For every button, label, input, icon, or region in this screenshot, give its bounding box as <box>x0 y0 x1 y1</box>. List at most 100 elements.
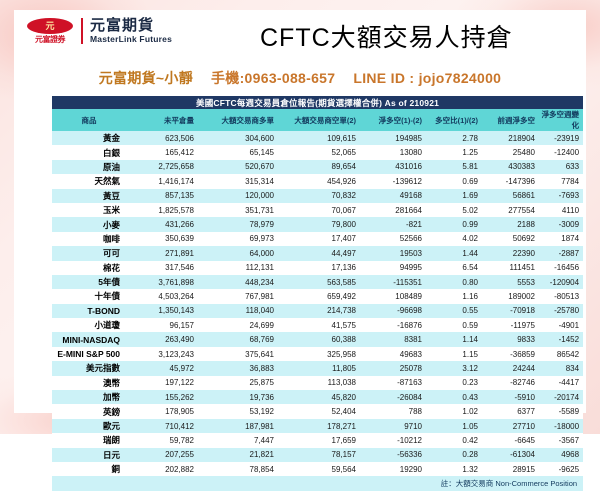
cell-open-interest: 165,412 <box>126 145 198 160</box>
logo-divider <box>81 18 83 44</box>
cell-open-interest: 263,490 <box>126 332 198 347</box>
cell-prev-week-net: 277554 <box>482 202 539 218</box>
cell-long-short-ratio: 0.69 <box>426 174 482 189</box>
cell-net-position: 19503 <box>360 246 426 261</box>
cell-open-interest: 96,157 <box>126 318 198 333</box>
cell-net-position: 49168 <box>360 188 426 203</box>
cell-net-position: -139612 <box>360 174 426 189</box>
cell-large-trader-long: 520,670 <box>198 159 278 175</box>
cell-large-trader-long: 187,981 <box>198 418 278 434</box>
table-row: 可可 271,891 64,000 44,497 19503 1.44 22390 -2887 <box>52 246 584 261</box>
cell-open-interest: 1,416,174 <box>126 174 198 189</box>
cell-net-position: -26084 <box>360 390 426 405</box>
cell-net-position: 788 <box>360 404 426 419</box>
cell-weekly-change: 7784 <box>539 174 584 189</box>
cell-net-position: -10212 <box>360 433 426 448</box>
cell-long-short-ratio: 4.02 <box>426 231 482 247</box>
cell-net-position: 52566 <box>360 231 426 247</box>
cell-weekly-change: 633 <box>539 159 584 175</box>
logo-subtitle: 元富證券 <box>35 35 66 44</box>
cell-weekly-change: -20174 <box>539 390 584 405</box>
cell-prev-week-net: -147396 <box>482 174 539 189</box>
cell-prev-week-net: 24244 <box>482 361 539 376</box>
table-row: E-MINI S&P 500 3,123,243 375,641 325,958 496… <box>52 346 584 362</box>
cell-long-short-ratio: 0.59 <box>426 318 482 333</box>
masterlink-logo-icon: 元 元富證券 <box>27 18 73 44</box>
cell-large-trader-short: 59,564 <box>278 461 360 477</box>
table-row: MINI-NASDAQ 263,490 68,769 60,388 8381 1.14 98… <box>52 332 584 347</box>
cell-long-short-ratio: 1.05 <box>426 418 482 434</box>
cell-open-interest: 857,135 <box>126 188 198 203</box>
cell-product: 瑞朗 <box>52 433 126 448</box>
cell-open-interest: 207,255 <box>126 447 198 462</box>
cell-prev-week-net: 28915 <box>482 461 539 477</box>
cell-prev-week-net: 189002 <box>482 289 539 304</box>
cell-large-trader-short: 17,407 <box>278 231 360 247</box>
cell-long-short-ratio: 1.25 <box>426 145 482 160</box>
cell-net-position: 9710 <box>360 418 426 434</box>
cell-large-trader-long: 767,981 <box>198 289 278 304</box>
page-title: CFTC大額交易人持倉 <box>260 24 513 52</box>
contact-phone: 手機:0963-088-657 <box>211 70 336 86</box>
cftc-table-body: 美國CFTC每週交易員倉位報告(期貨選擇權合併) As of 210921 商品… <box>52 96 584 491</box>
cell-long-short-ratio: 1.69 <box>426 188 482 203</box>
cell-product: 加幣 <box>52 390 126 405</box>
cell-open-interest: 271,891 <box>126 246 198 261</box>
cell-product: 可可 <box>52 246 126 261</box>
cell-product: 原油 <box>52 159 126 175</box>
cell-product: 小道瓊 <box>52 318 126 333</box>
cell-net-position: 19290 <box>360 461 426 477</box>
cell-net-position: -56336 <box>360 447 426 462</box>
cell-large-trader-long: 78,979 <box>198 217 278 232</box>
cell-large-trader-long: 24,699 <box>198 318 278 333</box>
cell-net-position: -115351 <box>360 274 426 290</box>
cell-product: 十年債 <box>52 289 126 304</box>
cell-product: 英鎊 <box>52 404 126 419</box>
cell-product: E-MINI S&P 500 <box>52 346 126 362</box>
cell-prev-week-net: 5553 <box>482 274 539 290</box>
cell-large-trader-short: 78,157 <box>278 447 360 462</box>
cell-product: 歐元 <box>52 418 126 434</box>
cell-large-trader-long: 7,447 <box>198 433 278 448</box>
cell-large-trader-short: 214,738 <box>278 303 360 319</box>
table-row: 加幣 155,262 19,736 45,820 -26084 0.43 -5910 -201… <box>52 390 584 405</box>
cell-net-position: 94995 <box>360 260 426 275</box>
cell-prev-week-net: 27710 <box>482 418 539 434</box>
cell-weekly-change: -1452 <box>539 332 584 347</box>
table-note-row: 註：大額交易商 Non-Commerce Position <box>52 476 584 491</box>
cell-long-short-ratio: 1.32 <box>426 461 482 477</box>
cell-large-trader-short: 79,800 <box>278 217 360 232</box>
cell-large-trader-short: 41,575 <box>278 318 360 333</box>
cell-weekly-change: -25780 <box>539 303 584 319</box>
table-title-row: 美國CFTC每週交易員倉位報告(期貨選擇權合併) As of 210921 <box>52 96 584 109</box>
cell-prev-week-net: 22390 <box>482 246 539 261</box>
cell-large-trader-short: 45,820 <box>278 390 360 405</box>
cell-weekly-change: 4110 <box>539 202 584 218</box>
cell-weekly-change: -80513 <box>539 289 584 304</box>
cell-weekly-change: -4901 <box>539 318 584 333</box>
cell-weekly-change: -3009 <box>539 217 584 232</box>
table-row: 瑞朗 59,782 7,447 17,659 -10212 0.42 -6645 -3567 <box>52 433 584 448</box>
cell-net-position: 8381 <box>360 332 426 347</box>
cell-large-trader-short: 60,388 <box>278 332 360 347</box>
cell-open-interest: 2,725,658 <box>126 159 198 175</box>
table-row: 5年債 3,761,898 448,234 563,585 -115351 0.80 555… <box>52 274 584 290</box>
cell-prev-week-net: -61304 <box>482 447 539 462</box>
cell-large-trader-long: 21,821 <box>198 447 278 462</box>
table-row: 小道瓊 96,157 24,699 41,575 -16876 0.59 -11975 -49… <box>52 318 584 333</box>
table-row: 玉米 1,825,578 351,731 70,067 281664 5.02 277554… <box>52 202 584 218</box>
cell-prev-week-net: -5910 <box>482 390 539 405</box>
cell-large-trader-long: 351,731 <box>198 202 278 218</box>
cell-long-short-ratio: 6.54 <box>426 260 482 275</box>
cell-large-trader-long: 375,641 <box>198 346 278 362</box>
cell-prev-week-net: 430383 <box>482 159 539 175</box>
cell-large-trader-short: 70,832 <box>278 188 360 203</box>
cell-open-interest: 202,882 <box>126 461 198 477</box>
table-row: 天然氣 1,416,174 315,314 454,926 -139612 0.69 -14… <box>52 174 584 189</box>
contact-line-id: LINE ID : jojo7824000 <box>353 70 502 86</box>
cell-large-trader-short: 563,585 <box>278 274 360 290</box>
cell-net-position: 25078 <box>360 361 426 376</box>
cell-weekly-change: 86542 <box>539 346 584 362</box>
cell-long-short-ratio: 5.02 <box>426 202 482 218</box>
